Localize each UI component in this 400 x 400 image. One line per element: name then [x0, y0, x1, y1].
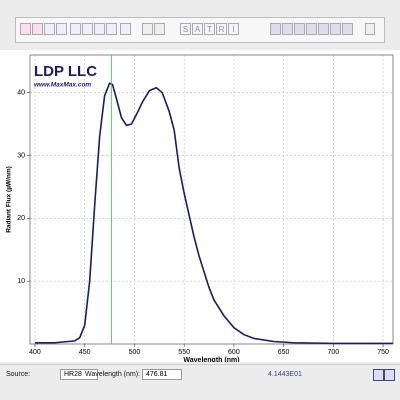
- plot-frame: [29, 54, 394, 345]
- toolbar-button[interactable]: R: [216, 23, 227, 35]
- toolbar-button[interactable]: I: [228, 23, 239, 35]
- wavelength-label: Wavelength (nm):: [85, 371, 140, 378]
- toolbar-button[interactable]: [94, 23, 105, 35]
- chart-panel: [0, 50, 400, 362]
- toolbar-button[interactable]: [20, 23, 31, 35]
- toolbar-button[interactable]: A: [192, 23, 203, 35]
- x-tick-label: 400: [29, 349, 41, 356]
- x-tick-label: 750: [377, 349, 389, 356]
- x-tick-label: 450: [79, 349, 91, 356]
- toolbar-button[interactable]: [330, 23, 341, 35]
- toolbar-button[interactable]: [142, 23, 153, 35]
- toolbar-button[interactable]: [306, 23, 317, 35]
- toolbar-button[interactable]: [106, 23, 117, 35]
- x-tick-label: 700: [327, 349, 339, 356]
- status-bar: [0, 364, 400, 387]
- toolbar-button[interactable]: [365, 23, 375, 35]
- logo-url: www.MaxMax.com: [34, 82, 91, 89]
- toolbar-button[interactable]: [294, 23, 305, 35]
- toolbar-button[interactable]: S: [180, 23, 191, 35]
- x-tick-label: 500: [129, 349, 141, 356]
- wavelength-input[interactable]: 476.81: [142, 369, 182, 380]
- toolbar-button[interactable]: [56, 23, 67, 35]
- chart: 400 450 500 550 600 650 700 750 10 20 30 40 Waveleng…: [0, 50, 400, 362]
- toolbar-button[interactable]: [318, 23, 329, 35]
- toolbar-button[interactable]: [342, 23, 353, 35]
- toolbar-button[interactable]: [44, 23, 55, 35]
- y-tick-label: 40: [17, 90, 25, 97]
- toolbar-button[interactable]: T: [204, 23, 215, 35]
- y-axis-label: Radiant Flux (µW/nm): [6, 166, 13, 233]
- x-tick-label: 600: [228, 349, 240, 356]
- y-tick-label: 20: [17, 215, 25, 222]
- toolbar-button[interactable]: [82, 23, 93, 35]
- y-tick-label: 10: [17, 278, 25, 285]
- toolbar-button[interactable]: [270, 23, 281, 35]
- y-tick-label: 30: [17, 152, 25, 159]
- toolbar-button[interactable]: [120, 23, 131, 35]
- x-tick-label: 550: [178, 349, 190, 356]
- status-icon[interactable]: [384, 369, 395, 381]
- toolbar-button[interactable]: [32, 23, 43, 35]
- spectrum-line: [34, 82, 393, 345]
- toolbar-button[interactable]: [282, 23, 293, 35]
- logo-title: LDP LLC: [34, 63, 97, 80]
- x-axis-label: Wavelength (nm): [183, 357, 239, 362]
- x-tick-label: 650: [278, 349, 290, 356]
- toolbar-button[interactable]: [154, 23, 165, 35]
- source-label: Source:: [6, 371, 31, 378]
- flux-value: 4.1443E01: [268, 371, 302, 378]
- status-icon[interactable]: [373, 369, 384, 381]
- source-select[interactable]: HR28: [60, 369, 98, 380]
- toolbar-button[interactable]: [70, 23, 81, 35]
